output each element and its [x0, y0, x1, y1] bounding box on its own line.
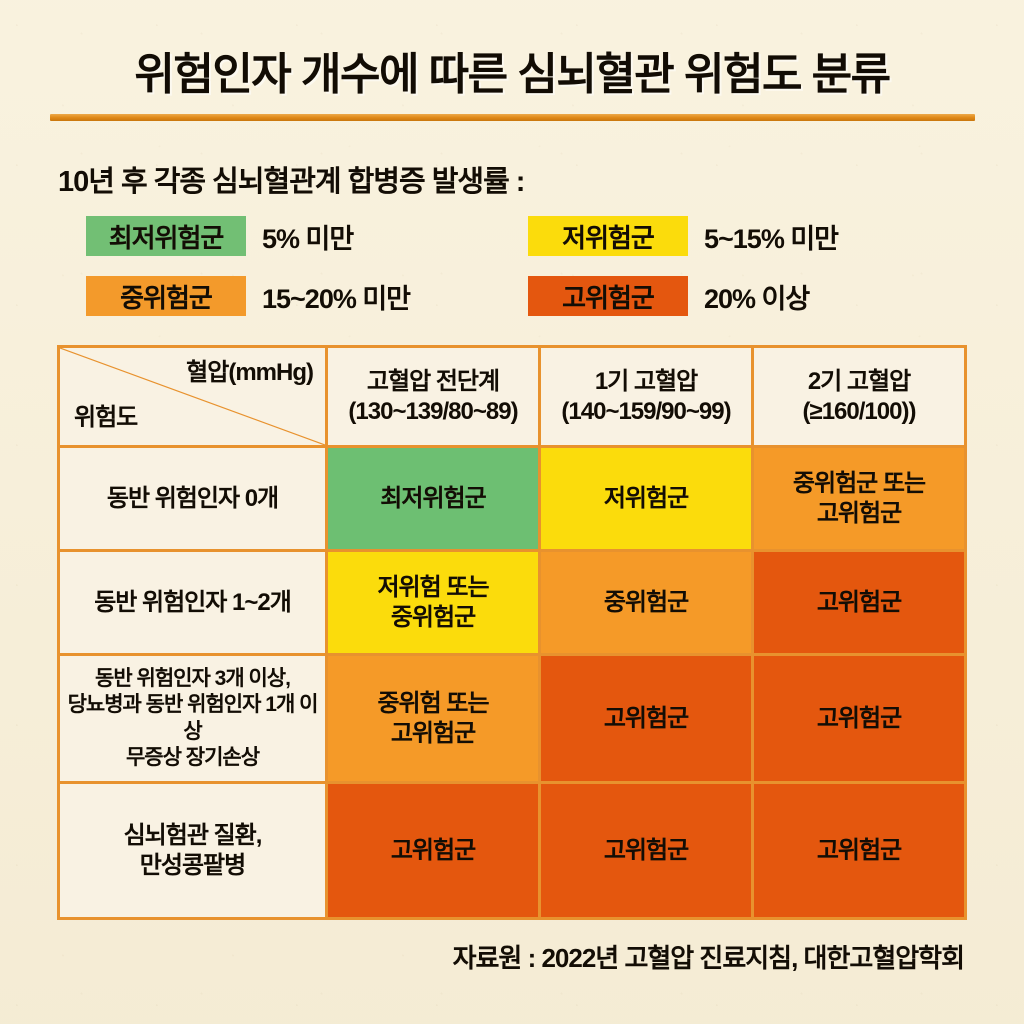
cell-r2c2-line1: 중위험군: [603, 588, 689, 616]
cell-r1c2-line1: 저위험군: [603, 484, 689, 512]
cell-r3c1-line2: 고위험군: [390, 719, 476, 747]
legend-heading: 10년 후 각종 심뇌혈관계 합병증 발생률 :: [58, 166, 525, 198]
legend-value-high-risk: 20% 이상: [704, 283, 810, 314]
legend-item-high-risk: 고위험군 20% 이상: [528, 276, 810, 316]
legend-item-low-risk: 저위험군 5~15% 미만: [528, 216, 839, 256]
cell-r3c1: 중위험 또는 고위험군: [325, 653, 541, 784]
row-label-line1: 동반 위험인자 3개 이상,: [95, 667, 291, 690]
legend-value-low-risk: 5~15% 미만: [704, 223, 839, 254]
legend-item-medium-risk: 중위험군 15~20% 미만: [58, 276, 528, 316]
column-header-stage2: 2기 고혈압 (≥160/100)): [751, 345, 967, 448]
column-header-stage1-name: 1기 고혈압: [594, 367, 698, 395]
row-label-zero-risk-factors: 동반 위험인자 0개: [57, 445, 328, 552]
row-label-one-to-two-risk-factors: 동반 위험인자 1~2개: [57, 549, 328, 656]
legend-swatch-high-risk: 고위험군: [528, 276, 688, 316]
cell-r4c2: 고위험군: [538, 781, 754, 920]
legend-row-2: 중위험군 15~20% 미만 고위험군 20% 이상: [58, 272, 978, 320]
table-row: 동반 위험인자 1~2개 저위험 또는 중위험군 중위험군 고위험군: [57, 549, 967, 656]
cell-r1c1-line1: 최저위험군: [380, 484, 486, 512]
cell-r1c1: 최저위험군: [325, 445, 541, 552]
page-title: 위험인자 개수에 따른 심뇌혈관 위험도 분류: [134, 50, 891, 99]
cell-r4c1-line1: 고위험군: [390, 836, 476, 864]
cell-r4c3-line1: 고위험군: [816, 836, 902, 864]
cell-r3c3: 고위험군: [751, 653, 967, 784]
cell-r2c2: 중위험군: [538, 549, 754, 656]
cell-r2c1-line1: 저위험 또는: [377, 573, 489, 601]
column-header-stage1-range: (140~159/90~99): [561, 397, 731, 425]
corner-header-blood-pressure: 혈압(mmHg): [186, 359, 314, 386]
title-block: 위험인자 개수에 따른 심뇌혈관 위험도 분류: [0, 38, 1024, 102]
cell-r1c3-line1: 중위험군 또는: [792, 469, 926, 497]
source-citation: 자료원 : 2022년 고혈압 진료지침, 대한고혈압학회: [452, 943, 965, 973]
legend-value-medium-risk: 15~20% 미만: [262, 283, 411, 314]
cell-r4c1: 고위험군: [325, 781, 541, 920]
cell-r1c2: 저위험군: [538, 445, 754, 552]
column-header-prehypertension-name: 고혈압 전단계: [366, 367, 500, 395]
legend-grid: 최저위험군 5% 미만 저위험군 5~15% 미만 중위험군 15~20% 미만…: [58, 212, 978, 332]
cell-r3c1-line1: 중위험 또는: [377, 689, 489, 717]
corner-header-risk-level: 위험도: [74, 404, 138, 431]
column-header-prehypertension: 고혈압 전단계 (130~139/80~89): [325, 345, 541, 448]
row-label-line3: 무증상 장기손상: [125, 745, 260, 769]
risk-classification-table: 혈압(mmHg) 위험도 고혈압 전단계 (130~139/80~89) 1기 …: [57, 345, 967, 920]
cell-r4c3: 고위험군: [751, 781, 967, 920]
row-label-line2: 당뇨병과 동반 위험인자 1개 이상: [67, 693, 319, 743]
cell-r3c2: 고위험군: [538, 653, 754, 784]
cell-r3c2-line1: 고위험군: [603, 704, 689, 732]
cell-r1c3-line2: 고위험군: [816, 499, 902, 527]
legend-value-lowest-risk: 5% 미만: [262, 223, 354, 254]
row-label-line1: 심뇌험관 질환,: [123, 821, 263, 849]
corner-header-cell: 혈압(mmHg) 위험도: [57, 345, 328, 448]
title-divider: [50, 114, 975, 121]
legend-swatch-low-risk: 저위험군: [528, 216, 688, 256]
table-row: 동반 위험인자 3개 이상, 당뇨병과 동반 위험인자 1개 이상 무증상 장기…: [57, 653, 967, 784]
column-header-stage2-name: 2기 고혈압: [807, 367, 911, 395]
row-label-three-plus-risk-factors: 동반 위험인자 3개 이상, 당뇨병과 동반 위험인자 1개 이상 무증상 장기…: [57, 653, 328, 784]
table-row: 심뇌험관 질환, 만성콩팥병 고위험군 고위험군 고위험군: [57, 781, 967, 920]
cell-r2c1-line2: 중위험군: [390, 603, 476, 631]
cell-r2c1: 저위험 또는 중위험군: [325, 549, 541, 656]
row-label-line1: 동반 위험인자 1~2개: [94, 588, 292, 616]
legend-swatch-lowest-risk: 최저위험군: [86, 216, 246, 256]
diagonal-divider-icon: [60, 348, 325, 445]
row-label-line1: 동반 위험인자 0개: [106, 484, 279, 512]
table-header-row: 혈압(mmHg) 위험도 고혈압 전단계 (130~139/80~89) 1기 …: [57, 345, 967, 448]
cell-r2c3-line1: 고위험군: [816, 588, 902, 616]
legend-row-1: 최저위험군 5% 미만 저위험군 5~15% 미만: [58, 212, 978, 260]
cell-r3c3-line1: 고위험군: [816, 704, 902, 732]
legend-item-lowest-risk: 최저위험군 5% 미만: [58, 216, 528, 256]
column-header-prehypertension-range: (130~139/80~89): [348, 397, 518, 425]
legend-swatch-medium-risk: 중위험군: [86, 276, 246, 316]
table-row: 동반 위험인자 0개 최저위험군 저위험군 중위험군 또는 고위험군: [57, 445, 967, 552]
cell-r2c3: 고위험군: [751, 549, 967, 656]
column-header-stage2-range: (≥160/100)): [802, 397, 917, 425]
row-label-established-disease: 심뇌험관 질환, 만성콩팥병: [57, 781, 328, 920]
cell-r1c3: 중위험군 또는 고위험군: [751, 445, 967, 552]
column-header-stage1: 1기 고혈압 (140~159/90~99): [538, 345, 754, 448]
cell-r4c2-line1: 고위험군: [603, 836, 689, 864]
row-label-line2: 만성콩팥병: [139, 851, 246, 879]
